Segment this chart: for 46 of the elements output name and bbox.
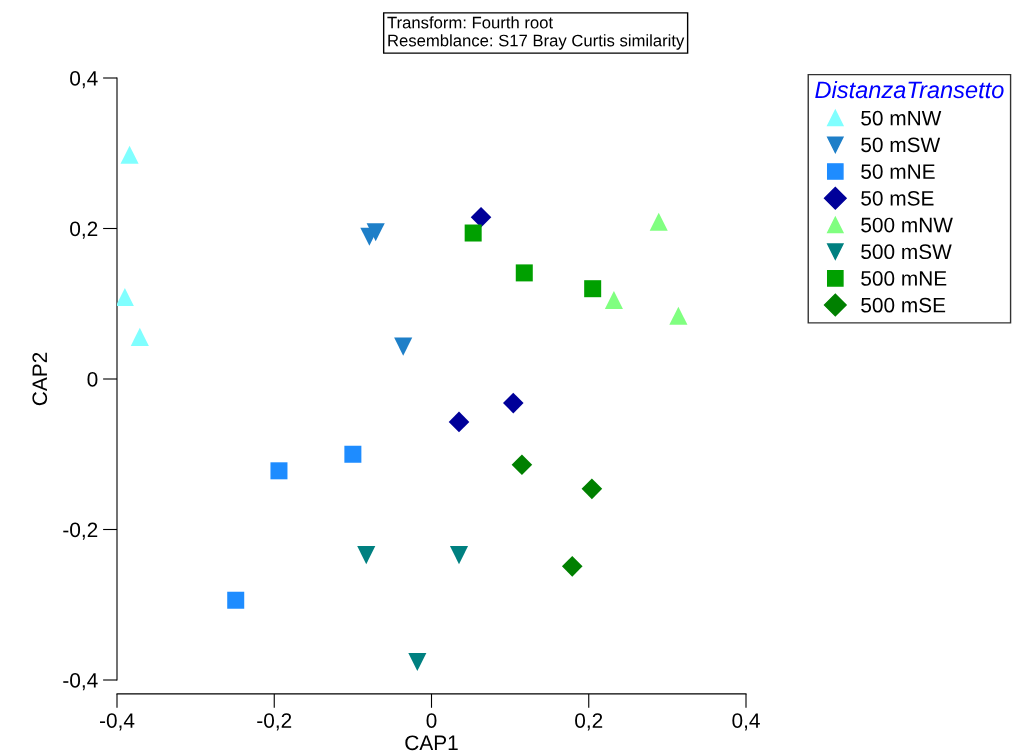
y-tick-label: -0,2 [63, 522, 98, 540]
point [561, 556, 583, 577]
x-tick-label: 0,2 [575, 713, 603, 731]
legend-label: 50 mSW [861, 137, 941, 153]
point [669, 306, 688, 325]
point [511, 454, 533, 476]
y-tick-label: 0 [87, 372, 98, 387]
legend-label: 500 mSE [861, 297, 946, 313]
legend-label: 500 mNE [861, 271, 947, 286]
point [408, 652, 427, 671]
legend-label: 50 mNW [861, 110, 942, 126]
legend-label: 50 mSE [861, 190, 934, 206]
point [604, 290, 623, 310]
point [581, 478, 603, 500]
point [344, 445, 362, 463]
point [515, 264, 533, 282]
point [130, 327, 149, 346]
point [470, 206, 492, 228]
point [270, 462, 288, 480]
point [366, 223, 385, 242]
x-tick-label: 0,4 [732, 713, 760, 731]
point [227, 591, 245, 609]
point [649, 212, 668, 231]
x-tick-label: -0,4 [99, 713, 135, 731]
legend-label: 50 mNE [861, 164, 935, 179]
text: Transform: Fourth root [387, 16, 553, 29]
point [584, 280, 602, 298]
legend-label: 500 mNW [861, 217, 953, 233]
point [120, 145, 139, 164]
x-tick-label: 0 [426, 713, 437, 728]
point [464, 224, 482, 242]
point [449, 546, 469, 565]
y-axis-title: CAP2 [32, 352, 48, 406]
x-tick-label: -0,2 [257, 713, 292, 731]
point [357, 546, 376, 565]
y-tick-label: -0,4 [63, 673, 98, 691]
point [448, 411, 470, 433]
x-axis-title: CAP1 [405, 735, 458, 751]
legend-label: 500 mSW [861, 244, 952, 260]
point [502, 392, 524, 414]
legend-title: DistanzaTransetto [815, 80, 1004, 99]
y-tick-label: 0,2 [70, 221, 98, 239]
point [394, 337, 413, 356]
y-tick-label: 0,4 [70, 71, 98, 89]
point [117, 287, 134, 307]
text: Resemblance: S17 Bray Curtis similarity [388, 34, 685, 50]
